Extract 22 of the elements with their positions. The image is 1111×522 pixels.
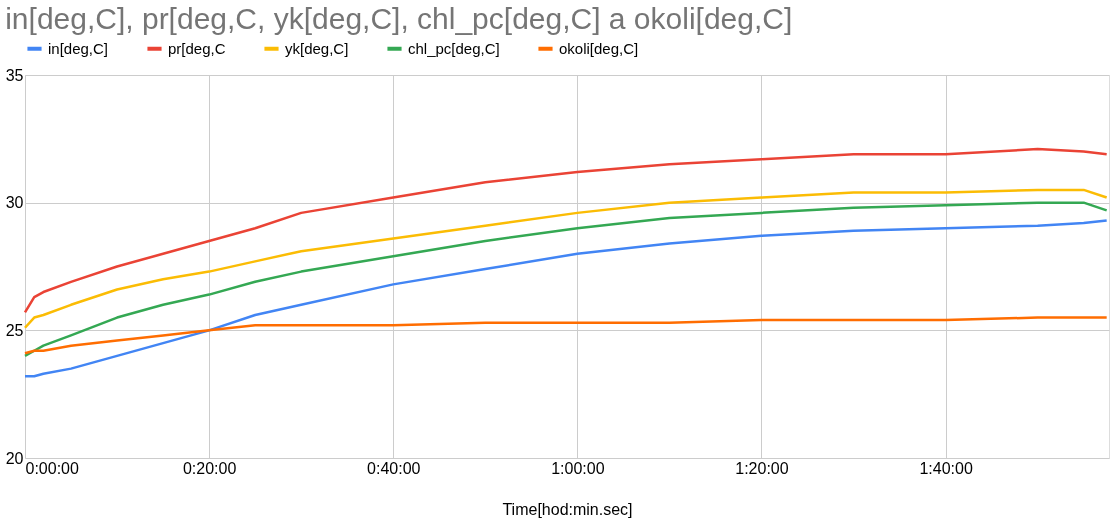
legend-label: okoli[deg,C] bbox=[559, 39, 639, 57]
x-axis-title: Time[hod:min.sec] bbox=[502, 500, 633, 518]
x-tick-label: 0:00:00 bbox=[25, 459, 79, 477]
chart-title: in[deg,C], pr[deg,C, yk[deg,C], chl_pc[deg,C] a okoli[deg,C] bbox=[5, 2, 793, 35]
line-series bbox=[23, 219, 1108, 378]
line-series bbox=[23, 316, 1108, 355]
x-tick-label: 1:00:00 bbox=[551, 459, 605, 477]
y-tick-label: 20 bbox=[5, 449, 24, 467]
y-tick-label: 25 bbox=[5, 321, 24, 339]
line-series bbox=[23, 188, 1108, 330]
legend-label: chl_pc[deg,C] bbox=[408, 39, 500, 57]
x-tick-label: 0:40:00 bbox=[367, 459, 421, 477]
x-tick-label: 1:20:00 bbox=[735, 459, 789, 477]
x-tick-label: 1:40:00 bbox=[919, 459, 973, 477]
legend-label: in[deg,C] bbox=[48, 39, 109, 57]
line-series bbox=[23, 201, 1108, 358]
y-tick-label: 35 bbox=[5, 66, 24, 84]
legend-label: yk[deg,C] bbox=[285, 39, 349, 57]
y-tick-label: 30 bbox=[5, 194, 24, 212]
line-series bbox=[23, 147, 1108, 314]
legend-label: pr[deg,C bbox=[168, 39, 226, 57]
x-tick-label: 0:20:00 bbox=[182, 459, 237, 477]
